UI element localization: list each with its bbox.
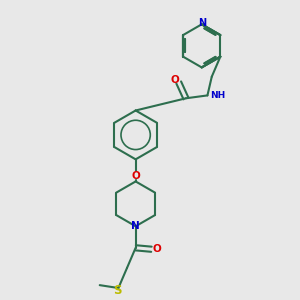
Text: N: N (198, 18, 206, 28)
Text: S: S (113, 284, 121, 297)
Text: O: O (170, 75, 179, 85)
Text: N: N (131, 221, 140, 231)
Text: O: O (131, 171, 140, 181)
Text: O: O (152, 244, 161, 254)
Text: NH: NH (210, 91, 225, 100)
